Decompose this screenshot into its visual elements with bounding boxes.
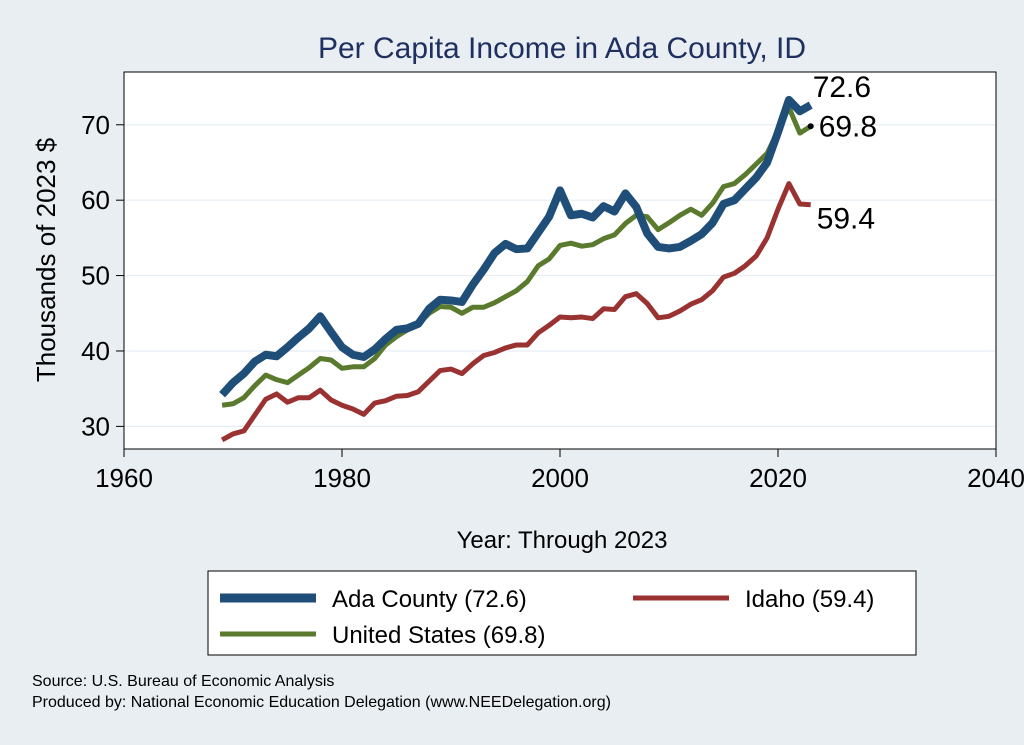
- y-tick-label: 40: [81, 336, 110, 366]
- y-tick-label: 60: [81, 185, 110, 215]
- y-tick-label: 30: [81, 411, 110, 441]
- x-tick-label: 2000: [531, 463, 589, 493]
- source-note: Source: U.S. Bureau of Economic Analysis: [32, 673, 334, 690]
- legend-box: [207, 570, 917, 656]
- y-tick-label: 50: [81, 261, 110, 291]
- x-tick-label: 2020: [749, 463, 807, 493]
- end-labels: 72.6 69.8 59.4: [807, 71, 877, 236]
- end-label-ada: 72.6: [813, 71, 871, 104]
- plot-area: [123, 71, 997, 450]
- end-label-us: 69.8: [819, 110, 877, 143]
- chart-title: Per Capita Income in Ada County, ID: [318, 32, 806, 65]
- series-line-ada: [219, 95, 813, 398]
- legend: Ada County (72.6) Idaho (59.4) United St…: [207, 570, 917, 656]
- series-lines: [219, 95, 813, 443]
- series-line-idaho: [220, 181, 811, 443]
- y-tick-label: 70: [81, 110, 110, 140]
- grid-lines: [125, 124, 995, 427]
- x-axis-label: Year: Through 2023: [457, 527, 668, 554]
- end-label-idaho: 59.4: [817, 203, 875, 236]
- x-tick-label: 2040: [967, 463, 1024, 493]
- legend-label-us: United States (69.8): [332, 622, 545, 649]
- legend-label-idaho: Idaho (59.4): [745, 586, 874, 613]
- producer-note: Produced by: National Economic Education…: [32, 694, 611, 711]
- series-end-dot-us: [807, 123, 814, 130]
- x-tick-label: 1960: [95, 463, 153, 493]
- legend-label-ada: Ada County (72.6): [332, 586, 527, 613]
- y-axis-label: Thousands of 2023 $: [31, 137, 61, 382]
- x-tick-label: 1980: [313, 463, 371, 493]
- axes: 30 40 50 60 70 1960 1980 2000 2020 2040: [81, 110, 1024, 493]
- series-line-us: [221, 104, 813, 408]
